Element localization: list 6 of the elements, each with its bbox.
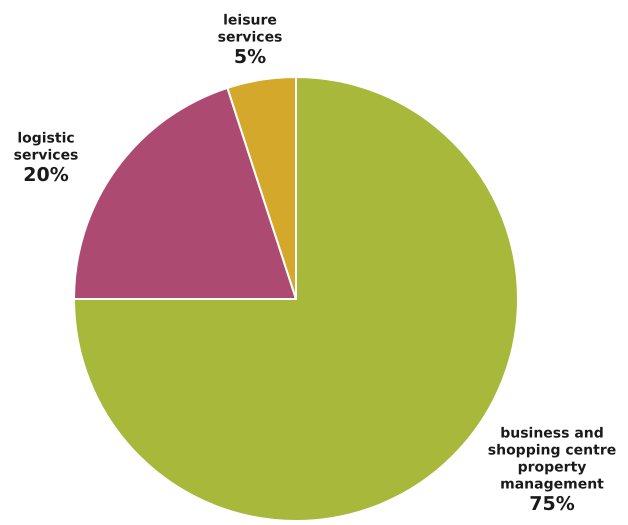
slice-label: business and shopping centre property management (488, 426, 616, 492)
slice-label: leisure services (218, 12, 282, 46)
data-label: 20% (23, 164, 69, 186)
data-label: 75% (529, 493, 575, 515)
data-label: 5% (234, 46, 266, 68)
slice-label: logistic services (14, 130, 78, 164)
